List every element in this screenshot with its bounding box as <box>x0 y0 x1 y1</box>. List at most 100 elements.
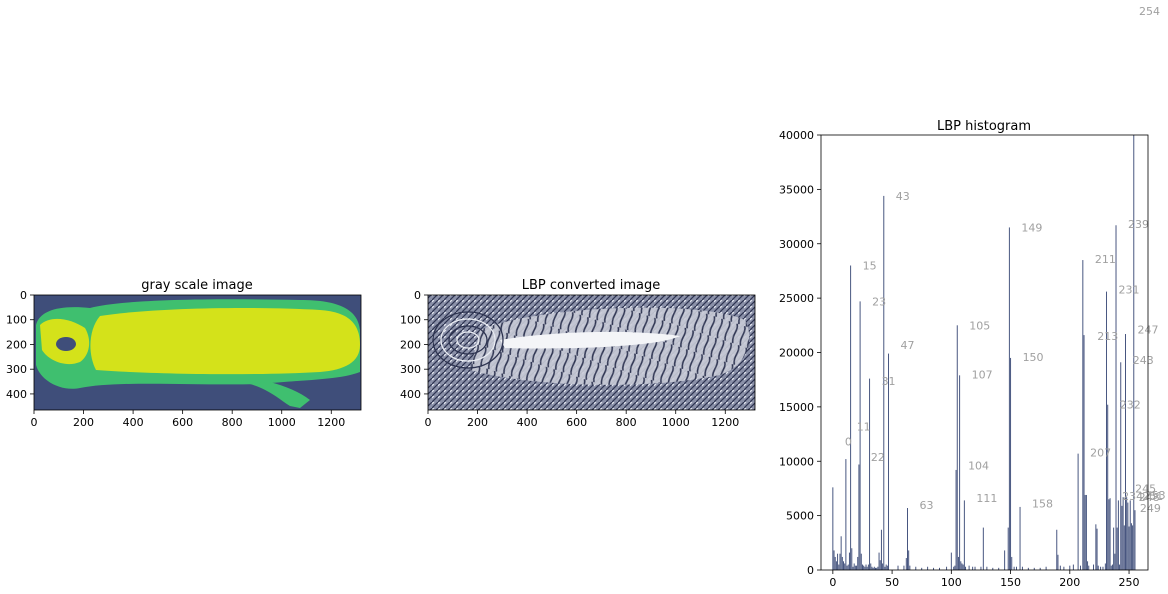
histogram-bar <box>1085 494 1087 570</box>
histogram-bar <box>845 459 847 570</box>
histogram-bar <box>953 566 955 570</box>
bin-annotation: 47 <box>901 339 915 352</box>
histogram-bar <box>915 566 917 570</box>
histogram-bar <box>897 565 899 570</box>
lbp-image-panel: LBP converted image 0 200 400 600 800 1000 120… <box>400 278 756 429</box>
histogram-bar <box>972 566 974 570</box>
histogram-bar <box>1069 565 1071 570</box>
histogram-bar <box>908 550 910 570</box>
histogram-bar <box>982 527 984 570</box>
bin-annotation: 253 <box>1145 489 1166 502</box>
histogram-panel: LBP histogram 0 11 15 22 23 31 43 47 63 104 105 107… <box>779 119 1166 589</box>
lbp-image-rings <box>432 311 504 369</box>
histogram-bar <box>1077 453 1079 570</box>
histogram-bar <box>847 564 849 570</box>
histogram-bar <box>998 567 1000 570</box>
x-tick-label: 250 <box>1119 576 1140 589</box>
x-tick-label: 600 <box>566 416 587 429</box>
y-tick-label: 200 <box>400 338 421 351</box>
histogram-bar <box>841 556 843 570</box>
histogram-bar <box>1114 553 1116 570</box>
y-tick-label: 0 <box>414 289 421 302</box>
histogram-bar <box>858 464 860 570</box>
y-tick-label: 35000 <box>779 183 814 196</box>
bin-annotation: 0 <box>845 436 852 449</box>
x-tick-label: 400 <box>517 416 538 429</box>
histogram-bar <box>1125 334 1126 570</box>
histogram-bar <box>1097 565 1099 570</box>
histogram-bar <box>880 529 882 570</box>
x-tick-label: 200 <box>73 416 94 429</box>
histogram-bar <box>986 566 988 570</box>
top-right-label: 254 <box>1139 5 1160 18</box>
histogram-bar <box>832 487 834 570</box>
histogram-bar <box>877 566 879 570</box>
histogram-bar <box>873 566 875 570</box>
histogram-bar <box>866 566 868 570</box>
histogram-bar <box>903 565 905 570</box>
histogram-bar <box>965 566 967 570</box>
y-tick-label: 400 <box>400 388 421 401</box>
x-tick-label: 50 <box>885 576 899 589</box>
histogram-bar <box>1134 510 1136 570</box>
bin-annotation: 104 <box>968 460 989 473</box>
histogram-bar <box>1057 554 1059 570</box>
x-tick-label: 400 <box>123 416 144 429</box>
histogram-bar <box>1088 565 1090 570</box>
histogram-bar <box>950 552 952 570</box>
lbp-image-frame <box>427 294 756 411</box>
histogram-bar <box>861 564 863 570</box>
histogram-bar <box>980 566 982 570</box>
histogram-bar <box>1104 563 1106 570</box>
histogram-bar <box>992 567 994 570</box>
histogram-bar <box>1117 500 1119 570</box>
histogram-bar <box>907 508 908 570</box>
y-tick-label: 300 <box>6 363 27 376</box>
histogram-bar <box>1122 497 1124 570</box>
histogram-bar <box>840 536 842 570</box>
histogram-bar <box>885 564 887 570</box>
x-tick-label: 200 <box>1059 576 1080 589</box>
histogram-bar <box>846 565 848 570</box>
histogram-bar <box>956 325 958 570</box>
x-tick-label: 150 <box>1000 576 1021 589</box>
bin-annotation: 43 <box>896 190 910 203</box>
x-tick-label: 200 <box>467 416 488 429</box>
histogram-bar <box>879 560 881 570</box>
bin-annotation: 207 <box>1090 447 1111 460</box>
histogram-bar <box>1116 527 1118 570</box>
x-tick-label: 0 <box>829 576 836 589</box>
histogram-bar <box>959 375 961 570</box>
x-tick-label: 1000 <box>268 416 296 429</box>
bin-annotation: 158 <box>1032 498 1053 511</box>
histogram-bar <box>837 553 839 570</box>
histogram-bar <box>1021 566 1023 570</box>
bin-annotation: 107 <box>972 368 993 381</box>
histogram-bar <box>1093 564 1094 570</box>
histogram-bar <box>1111 564 1113 570</box>
histogram-bar <box>1059 565 1061 570</box>
gray-panel-title: gray scale image <box>141 278 253 293</box>
histogram-bar <box>1123 525 1125 570</box>
histogram-bar <box>886 565 888 570</box>
bin-annotation: 239 <box>1128 218 1149 231</box>
histogram-bar <box>1110 565 1112 570</box>
histogram-bar <box>864 566 866 570</box>
histogram-bar <box>875 567 876 570</box>
histogram-bar <box>1100 566 1102 570</box>
histogram-bar <box>921 567 923 570</box>
gray-x-ticks: 0 200 400 600 800 1000 1200 <box>31 410 345 429</box>
histogram-bar <box>1007 527 1009 570</box>
bin-annotation: 251 <box>1142 490 1163 503</box>
bin-annotation: 232 <box>1120 399 1141 412</box>
histogram-bar <box>851 548 853 570</box>
histogram-bar <box>939 567 940 570</box>
x-tick-label: 800 <box>222 416 243 429</box>
histogram-bar <box>833 550 835 570</box>
x-tick-label: 800 <box>616 416 637 429</box>
histogram-bar <box>1087 561 1089 570</box>
y-tick-label: 200 <box>6 338 27 351</box>
histogram-bar <box>844 563 846 570</box>
histogram-bar <box>865 564 867 570</box>
y-tick-label: 100 <box>6 314 27 327</box>
